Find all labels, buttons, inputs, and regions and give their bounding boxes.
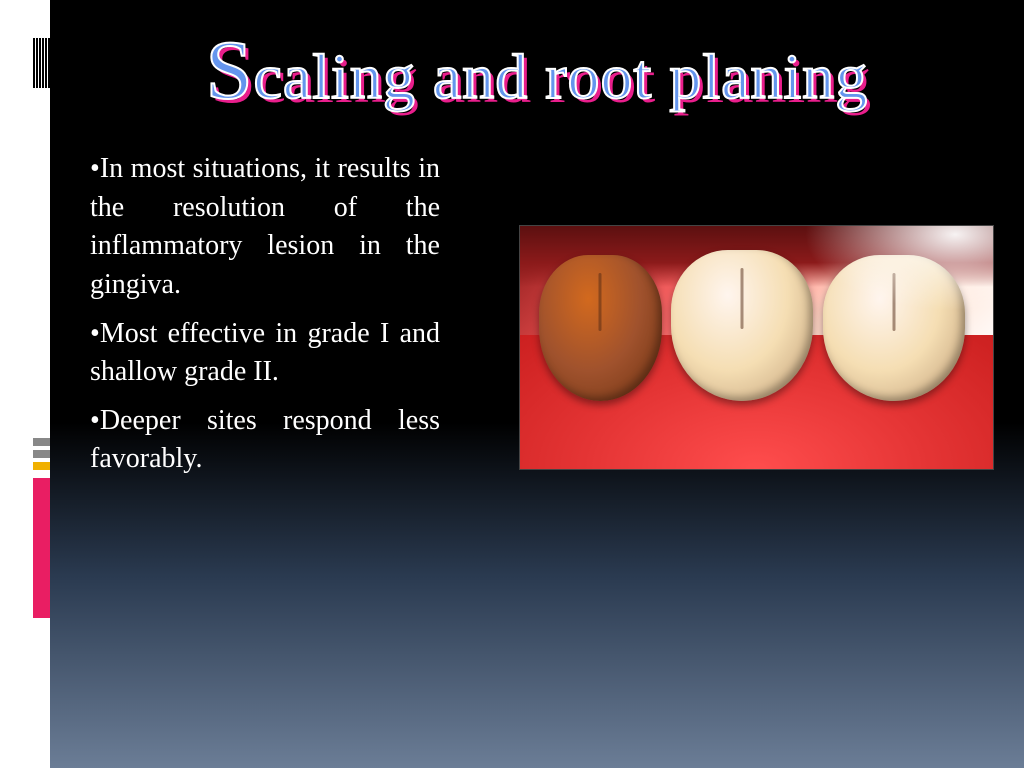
bullet-2: Most effective in grade I and shallow gr… bbox=[90, 315, 440, 392]
bullet-1: In most situations, it results in the re… bbox=[90, 150, 440, 305]
tooth-1-icon bbox=[539, 255, 662, 401]
slide-title: Scaling and root planing bbox=[50, 22, 1024, 119]
side-marks bbox=[33, 438, 50, 622]
tooth-2-icon bbox=[671, 250, 813, 401]
left-margin bbox=[0, 0, 50, 768]
body-text: In most situations, it results in the re… bbox=[90, 150, 440, 489]
bullet-3: Deeper sites respond less favorably. bbox=[90, 402, 440, 479]
barcode-decoration bbox=[33, 38, 50, 88]
slide: Scaling and root planing In most situati… bbox=[50, 0, 1024, 768]
title-cap: S bbox=[206, 24, 254, 117]
title-rest: caling and root planing bbox=[253, 41, 868, 112]
clinical-photo bbox=[519, 225, 994, 470]
